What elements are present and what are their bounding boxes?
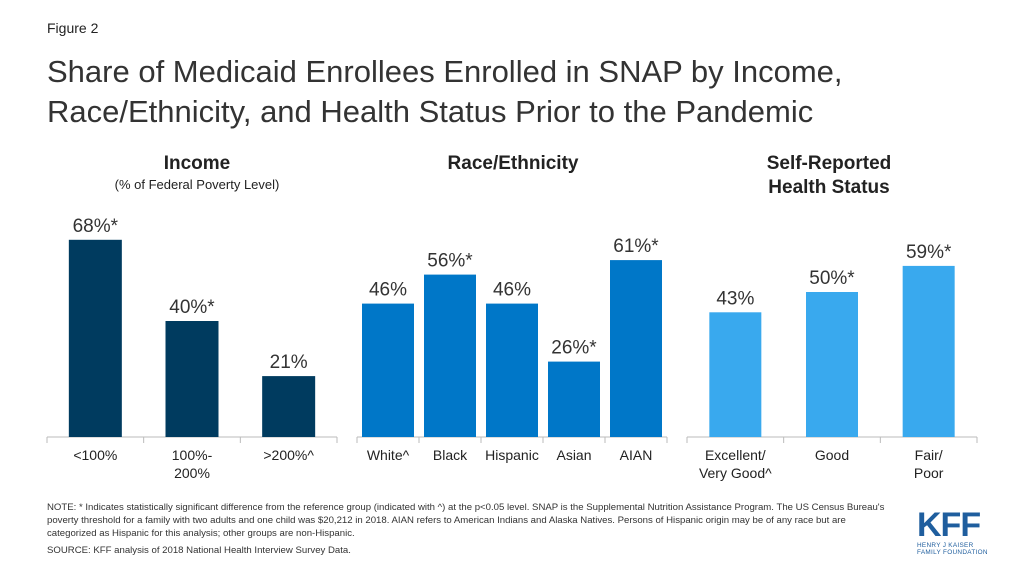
source-note: SOURCE: KFF analysis of 2018 National He…: [47, 545, 351, 556]
health-bar: [806, 292, 858, 437]
logo-subtitle-line2: FAMILY FOUNDATION: [917, 549, 988, 556]
income-data-label: 40%*: [169, 297, 215, 318]
race-category-label: Hispanic: [485, 447, 539, 463]
health-data-label: 50%*: [809, 268, 855, 289]
income-category-label: <100%: [73, 447, 117, 463]
health-category-label: Excellent/Very Good^: [699, 447, 772, 481]
race-bar: [486, 303, 538, 437]
health-category-label: Fair/Poor: [914, 447, 944, 481]
health-panel-title-line1: Self-Reported: [766, 153, 892, 174]
health-panel-title-line2: Health Status: [768, 177, 890, 198]
bar-charts: 68%* <100% 40%* 100%-200% 21% >200%^ 46% White^…: [46, 216, 978, 481]
income-category-label: 100%-200%: [172, 447, 213, 481]
income-data-label: 68%*: [73, 216, 119, 237]
income-bar: [262, 376, 316, 437]
race-category-label: Black: [433, 447, 468, 463]
race-bar: [362, 303, 414, 437]
race-panel-title: Race/Ethnicity: [447, 153, 579, 174]
income-bar: [165, 321, 219, 437]
race-category-label: Asian: [556, 447, 591, 463]
health-bar: [902, 265, 955, 437]
income-category-label: >200%^: [263, 447, 314, 463]
race-category-label: White^: [367, 447, 410, 463]
income-bar: [68, 239, 122, 437]
health-data-label: 43%: [716, 288, 754, 309]
income-data-label: 21%: [270, 352, 308, 373]
race-data-label: 56%*: [427, 251, 473, 272]
race-data-label: 46%: [493, 280, 531, 301]
income-panel-title: Income: [163, 153, 231, 174]
logo-wordmark: KFF: [917, 506, 981, 544]
race-data-label: 46%: [369, 280, 407, 301]
race-data-label: 61%*: [613, 236, 659, 257]
footnote: NOTE: * Indicates statistically signific…: [47, 502, 885, 539]
kff-logo: KFF HENRY J KAISER FAMILY FOUNDATION: [917, 508, 997, 558]
race-bar: [424, 274, 476, 437]
race-bar: [548, 361, 600, 437]
race-data-label: 26%*: [551, 338, 597, 359]
health-bar: [709, 312, 762, 437]
logo-subtitle-line1: HENRY J KAISER: [917, 542, 974, 549]
race-category-label: AIAN: [620, 447, 653, 463]
race-bar: [610, 260, 662, 437]
health-category-label: Good: [815, 447, 849, 463]
chart-title: Share of Medicaid Enrollees Enrolled in …: [47, 54, 843, 129]
health-data-label: 59%*: [906, 242, 952, 263]
income-panel-subtitle: (% of Federal Poverty Level): [114, 177, 280, 192]
figure-label: Figure 2: [47, 20, 99, 36]
